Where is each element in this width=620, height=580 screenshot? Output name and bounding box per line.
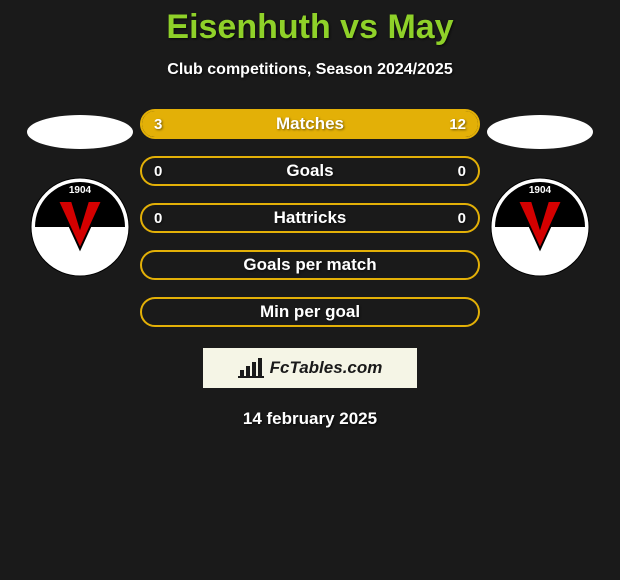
right-club-badge: 1904 VIKTORIA KÖLN	[490, 177, 590, 282]
stat-row: 312Matches	[140, 109, 480, 139]
stat-label: Hattricks	[142, 205, 478, 231]
left-player-side: 1904 VIKTORIA KÖLN	[20, 109, 140, 282]
page-subtitle: Club competitions, Season 2024/2025	[0, 61, 620, 79]
stat-label: Min per goal	[142, 299, 478, 325]
stat-row: Goals per match	[140, 250, 480, 280]
date-text: 14 february 2025	[243, 409, 377, 429]
stat-label: Goals per match	[142, 252, 478, 278]
club-badge-icon: 1904 VIKTORIA KÖLN	[490, 177, 590, 277]
brand-text: FcTables.com	[270, 358, 383, 378]
brand-box: FcTables.com	[203, 348, 417, 388]
left-club-badge: 1904 VIKTORIA KÖLN	[30, 177, 130, 282]
right-player-photo-placeholder	[487, 115, 593, 149]
stat-label: Matches	[142, 111, 478, 137]
main-layout: 1904 VIKTORIA KÖLN 312Matches 00Goals 00Ha…	[0, 109, 620, 429]
stat-row: 00Goals	[140, 156, 480, 186]
svg-text:1904: 1904	[69, 185, 92, 196]
stat-row: 00Hattricks	[140, 203, 480, 233]
stats-column: 312Matches 00Goals 00Hattricks Goals per ma…	[140, 109, 480, 429]
left-player-photo-placeholder	[27, 115, 133, 149]
right-player-side: 1904 VIKTORIA KÖLN	[480, 109, 600, 282]
club-badge-icon: 1904 VIKTORIA KÖLN	[30, 177, 130, 277]
page-title: Eisenhuth vs May	[0, 0, 620, 47]
bar-chart-icon	[238, 358, 264, 378]
stat-row: Min per goal	[140, 297, 480, 327]
stat-label: Goals	[142, 158, 478, 184]
svg-text:1904: 1904	[529, 185, 552, 196]
